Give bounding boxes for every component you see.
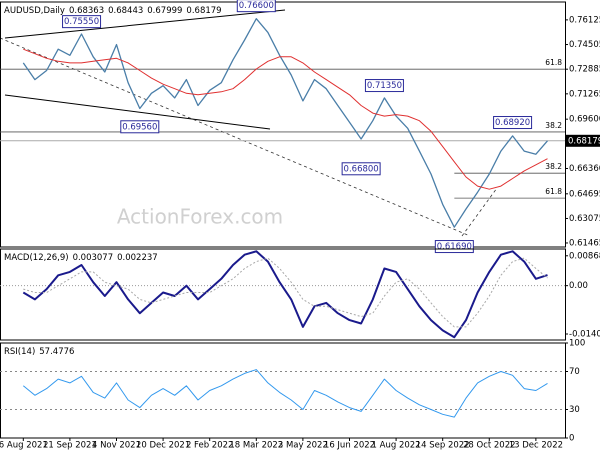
x-tick-label: 21 Sep 2021 <box>43 441 97 450</box>
x-tick-label: 28 Oct 2022 <box>463 441 516 450</box>
y-tick-label: 100 <box>569 339 585 349</box>
panel-title-name: RSI(14) <box>4 347 35 357</box>
annotation-label: 0.66800 <box>344 164 379 174</box>
y-tick-label: -0.014056 <box>569 330 600 340</box>
fib-level-label: 38.2 <box>545 162 562 171</box>
price-annotation: 0.61690 <box>434 240 474 254</box>
price-annotation: 0.71350 <box>364 79 404 93</box>
y-tick-label: 70 <box>569 367 580 377</box>
annotation-box <box>364 79 404 93</box>
trend-line <box>461 187 498 237</box>
series-line <box>22 18 548 228</box>
x-tick-label: 14 Sep 2022 <box>416 441 470 450</box>
series-line <box>23 48 548 190</box>
x-tick-label: 18 Mar 2022 <box>229 441 283 450</box>
y-tick-label: 0.61465 <box>569 238 600 248</box>
x-tick-label: 13 Dec 2022 <box>509 441 563 450</box>
panel-frame <box>0 248 566 341</box>
annotation-box <box>434 240 474 254</box>
fib-level-label: 61.8 <box>545 187 562 196</box>
panel-title-name: MACD(12,26,9) <box>4 253 69 263</box>
annotation-label: 0.68920 <box>495 118 530 128</box>
watermark: ActionForex.com <box>117 205 283 229</box>
current-value: 0.002237 <box>117 253 158 263</box>
trend-line <box>0 37 471 237</box>
annotation-label: 0.69560 <box>122 122 157 132</box>
current-value: 0.003077 <box>73 253 114 263</box>
x-tick-label: 1 Aug 2022 <box>372 441 421 450</box>
y-tick-label: 0.008687 <box>569 251 600 261</box>
annotation-label: 0.71350 <box>367 81 402 91</box>
ohlc-value: 0.68443 <box>108 6 143 16</box>
series-line <box>22 369 548 418</box>
series-line <box>23 257 548 328</box>
price-annotation: 0.75550 <box>62 15 102 29</box>
annotation-box <box>493 116 533 130</box>
fib-level-label: 38.2 <box>545 121 562 130</box>
y-tick-label: 0.64695 <box>569 189 600 199</box>
ohlc-value: 0.68363 <box>69 6 104 16</box>
annotation-box <box>62 15 102 29</box>
price-annotation: 0.76600 <box>236 0 276 13</box>
annotation-box <box>236 0 276 13</box>
panel-title: RSI(14) 57.4776 <box>4 347 74 357</box>
current-value: 57.4776 <box>39 347 74 357</box>
trend-line <box>4 9 286 39</box>
panel-frame <box>0 1 566 248</box>
y-tick-label: 0.72885 <box>569 65 600 75</box>
y-tick-label: 0.74505 <box>569 40 600 50</box>
y-tick-label: 0.00 <box>569 281 588 291</box>
panel-title: AUDUSD,Daily 0.68363 0.68443 0.67999 0.68179 <box>4 6 222 16</box>
last-price-label: 0.68179 <box>568 136 600 146</box>
x-tick-label: 4 Nov 2021 <box>92 441 141 450</box>
x-tick-label: 20 Dec 2021 <box>136 441 190 450</box>
price-annotation: 0.68920 <box>493 116 533 130</box>
panel-title: MACD(12,26,9) 0.003077 0.002237 <box>4 253 158 263</box>
annotation-box <box>120 120 160 134</box>
panel-frame <box>0 342 566 439</box>
annotation-label: 0.76600 <box>239 1 274 11</box>
annotation-box <box>341 162 381 176</box>
x-tick-label: 3 May 2022 <box>278 441 328 450</box>
x-tick-label: 6 Aug 2021 <box>0 441 48 450</box>
annotation-label: 0.61690 <box>437 242 472 252</box>
ohlc-value: 0.68179 <box>186 6 221 16</box>
y-tick-label: 0.63075 <box>569 214 600 224</box>
trend-line <box>4 94 271 130</box>
price-annotation: 0.69560 <box>120 120 160 134</box>
y-tick-label: 0.71265 <box>569 89 600 99</box>
last-price-tag <box>566 134 600 147</box>
ohlc-value: 0.67999 <box>147 6 182 16</box>
x-tick-label: 2 Feb 2022 <box>186 441 234 450</box>
y-tick-label: 0.76125 <box>569 15 600 25</box>
series-line <box>22 250 548 339</box>
annotation-label: 0.75550 <box>64 17 99 27</box>
price-annotation: 0.66800 <box>341 162 381 176</box>
y-tick-label: 0 <box>569 434 574 444</box>
y-tick-label: 30 <box>569 405 580 415</box>
x-tick-label: 16 Jun 2022 <box>324 441 375 450</box>
fib-level-label: 61.8 <box>545 58 562 67</box>
panel-title-name: AUDUSD,Daily <box>4 6 65 16</box>
